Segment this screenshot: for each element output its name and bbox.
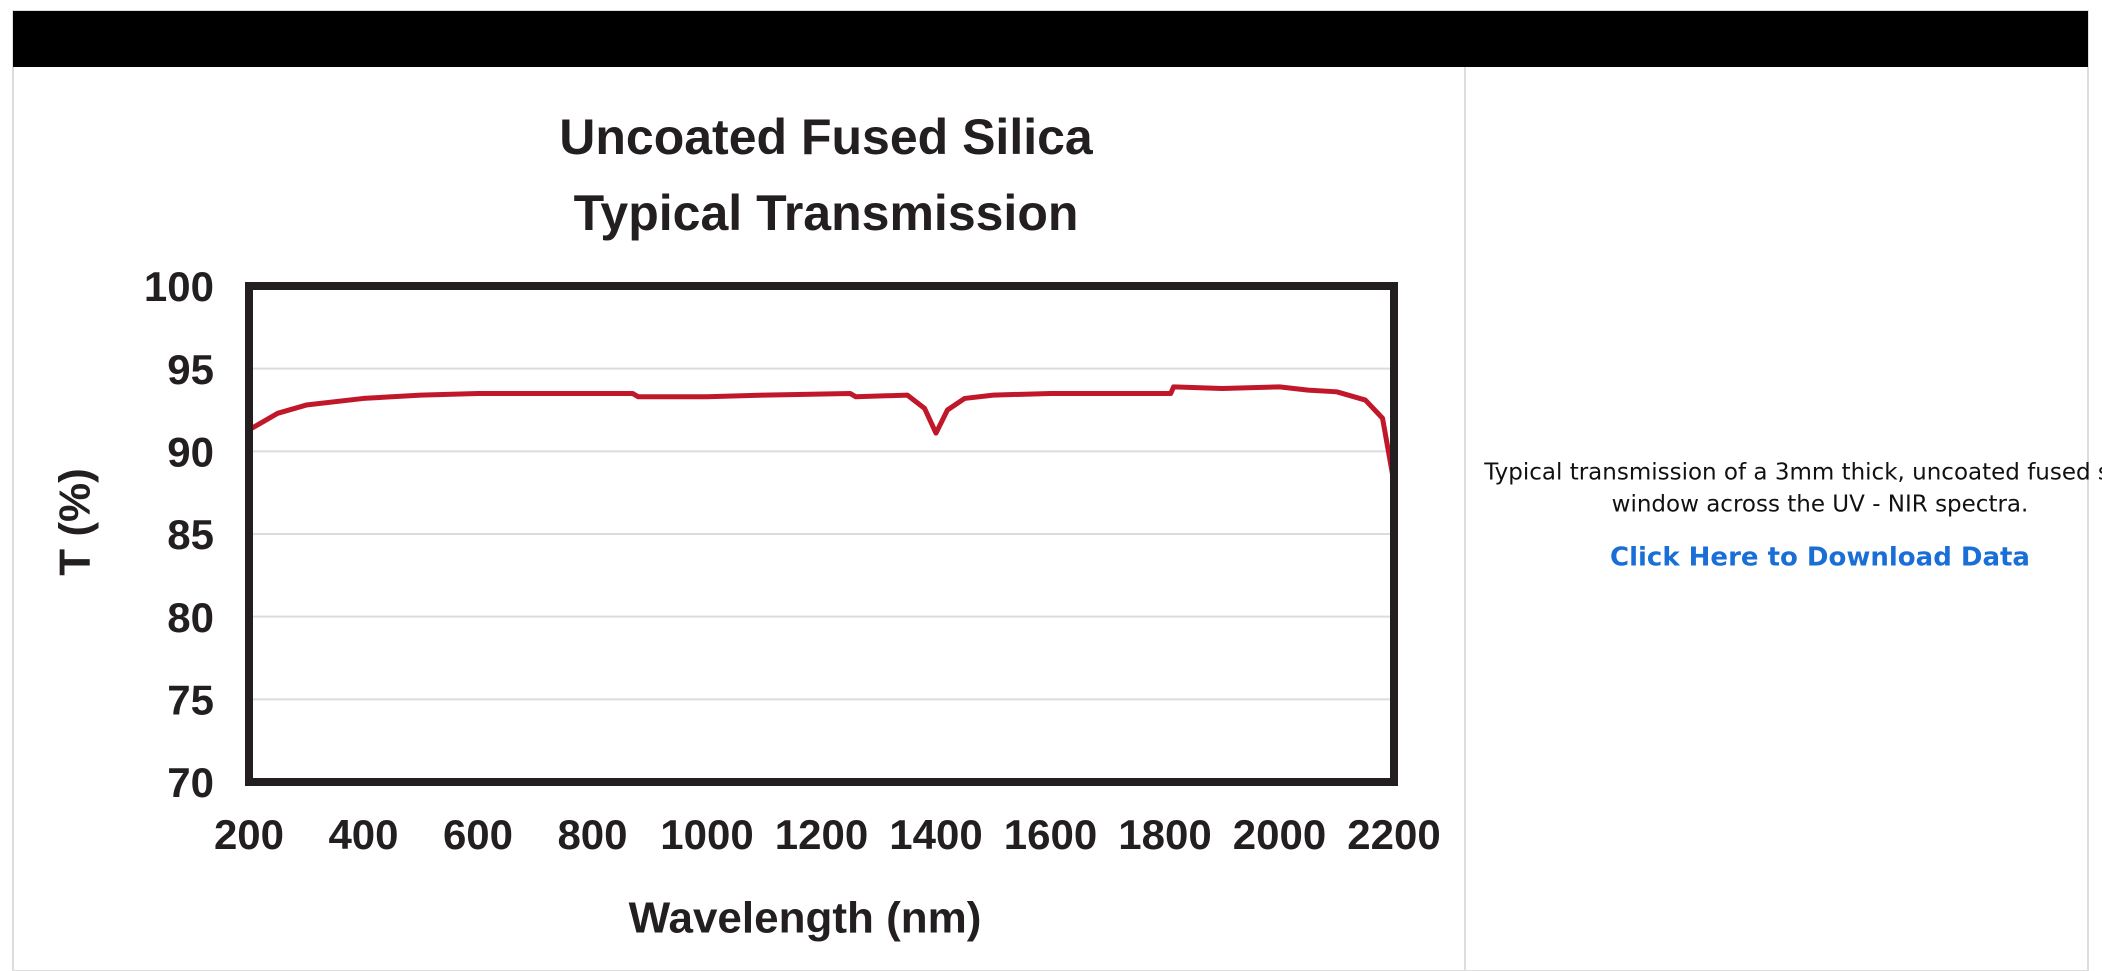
y-tick-label: 95 — [167, 346, 214, 393]
x-tick-label: 1400 — [889, 811, 982, 858]
x-axis-label: Wavelength (nm) — [629, 894, 982, 943]
x-tick-label: 400 — [328, 811, 398, 858]
x-tick-label: 2200 — [1347, 811, 1440, 858]
download-link[interactable]: Click Here to Download Data — [1610, 543, 2030, 573]
y-tick-label: 100 — [144, 263, 214, 310]
x-tick-label: 1600 — [1004, 811, 1097, 858]
x-tick-label: 2000 — [1233, 811, 1326, 858]
panel — [12, 10, 2089, 971]
y-tick-label: 70 — [167, 759, 214, 806]
y-tick-label: 85 — [167, 511, 214, 558]
chart-title: Typical Transmission — [574, 185, 1079, 241]
chart: Uncoated Fused Silica Typical Transmissi… — [51, 109, 1441, 942]
plot-frame — [245, 282, 1398, 786]
x-tick-label: 1000 — [660, 811, 753, 858]
y-axis-label: T (%) — [51, 468, 100, 576]
caption: window across the UV - NIR spectra. — [1612, 492, 2029, 518]
caption: Typical transmission of a 3mm thick, unc… — [1483, 460, 2102, 486]
header-bar — [13, 11, 2088, 67]
y-tick-label: 80 — [167, 594, 214, 641]
x-tick-label: 1800 — [1118, 811, 1211, 858]
y-tick-label: 75 — [167, 676, 214, 723]
x-tick-label: 600 — [443, 811, 513, 858]
x-tick-label: 200 — [214, 811, 284, 858]
x-tick-label: 1200 — [775, 811, 868, 858]
chart-title: Uncoated Fused Silica — [559, 109, 1094, 165]
y-tick-label: 90 — [167, 428, 214, 475]
x-tick-label: 800 — [557, 811, 627, 858]
data-line — [247, 384, 1397, 484]
